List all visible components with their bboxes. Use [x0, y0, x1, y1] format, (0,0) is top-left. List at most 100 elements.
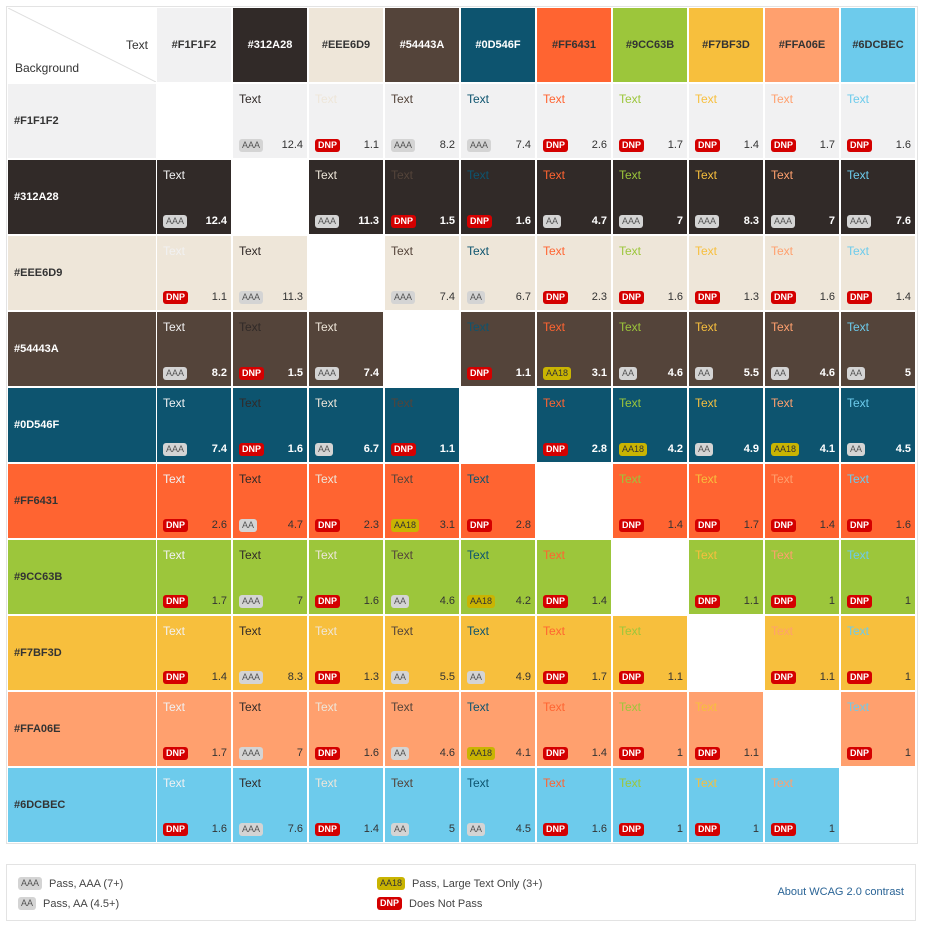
column-header: #FF6431 [537, 8, 611, 82]
wcag-badge: DNP [847, 139, 873, 152]
contrast-ratio: 1.1 [363, 139, 379, 151]
sample-text: Text [847, 396, 870, 410]
contrast-ratio: 1.7 [743, 519, 759, 531]
wcag-badge: DNP [543, 747, 569, 760]
contrast-cell: Text AA 4.9 [461, 616, 535, 690]
contrast-ratio: 4.2 [515, 595, 531, 607]
contrast-cell: Text DNP 1.1 [689, 540, 763, 614]
wcag-badge: AA [391, 595, 410, 608]
empty-diagonal-cell [689, 616, 763, 690]
contrast-ratio: 1.4 [819, 519, 835, 531]
wcag-badge: DNP [771, 671, 797, 684]
contrast-cell: Text DNP 2.3 [309, 464, 383, 538]
sample-text: Text [391, 700, 414, 714]
sample-text: Text [695, 548, 718, 562]
sample-text: Text [467, 244, 490, 258]
contrast-cell: Text DNP 1.6 [309, 540, 383, 614]
wcag-badge: DNP [619, 823, 645, 836]
contrast-cell: Text AAA 8.2 [385, 84, 459, 158]
contrast-cell: Text DNP 1 [841, 616, 915, 690]
sample-text: Text [163, 700, 186, 714]
contrast-ratio: 8.3 [743, 215, 759, 227]
contrast-cell: Text DNP 1.1 [461, 312, 535, 386]
contrast-cell: Text AA 4.6 [613, 312, 687, 386]
sample-text: Text [315, 624, 338, 638]
empty-diagonal-cell [613, 540, 687, 614]
sample-text: Text [467, 168, 490, 182]
contrast-cell: Text DNP 1.4 [157, 616, 231, 690]
sample-text: Text [695, 396, 718, 410]
contrast-cell: Text DNP 1.4 [309, 768, 383, 842]
wcag-badge: DNP [847, 747, 873, 760]
wcag-badge: AA [695, 443, 714, 456]
wcag-badge: DNP [163, 291, 189, 304]
contrast-ratio: 4.5 [515, 823, 531, 835]
wcag-badge: DNP [619, 747, 645, 760]
sample-text: Text [847, 624, 870, 638]
sample-text: Text [239, 624, 262, 638]
sample-text: Text [695, 472, 718, 486]
contrast-ratio: 5.5 [439, 671, 455, 683]
contrast-cell: Text DNP 1.1 [613, 616, 687, 690]
wcag-badge: DNP [771, 291, 797, 304]
contrast-ratio: 11.3 [358, 215, 379, 227]
row-header: #FFA06E [8, 692, 156, 766]
wcag-badge: AA [467, 823, 486, 836]
wcag-badge: AA [391, 747, 410, 760]
sample-text: Text [391, 168, 414, 182]
sample-text: Text [771, 472, 794, 486]
sample-text: Text [467, 320, 490, 334]
sample-text: Text [695, 168, 718, 182]
contrast-cell: Text DNP 2.6 [537, 84, 611, 158]
contrast-cell: Text DNP 1.4 [841, 236, 915, 310]
wcag-badge: DNP [163, 595, 189, 608]
wcag-badge: DNP [771, 519, 797, 532]
contrast-cell: Text AA 4.6 [385, 540, 459, 614]
row-header: #F1F1F2 [8, 84, 156, 158]
wcag-badge: DNP [695, 519, 721, 532]
sample-text: Text [771, 396, 794, 410]
contrast-ratio: 12.4 [205, 215, 227, 227]
wcag-badge: AAA [239, 747, 264, 760]
contrast-ratio: 7.6 [287, 823, 303, 835]
sample-text: Text [239, 92, 262, 106]
contrast-ratio: 5 [904, 367, 911, 379]
contrast-ratio: 6.7 [515, 291, 531, 303]
wcag-badge: AA18 [771, 443, 800, 456]
contrast-ratio: 1.7 [667, 139, 683, 151]
contrast-ratio: 1.6 [287, 443, 303, 455]
contrast-ratio: 8.2 [211, 367, 227, 379]
column-header: #EEE6D9 [309, 8, 383, 82]
sample-text: Text [771, 92, 794, 106]
wcag-badge: AAA [315, 367, 340, 380]
contrast-ratio: 1.6 [363, 747, 379, 759]
wcag-badge: DNP [543, 671, 569, 684]
about-wcag-link[interactable]: About WCAG 2.0 contrast [777, 886, 904, 898]
sample-text: Text [543, 244, 566, 258]
wcag-badge: DNP [315, 519, 341, 532]
contrast-cell: Text AA 5.5 [385, 616, 459, 690]
contrast-ratio: 7.4 [363, 367, 379, 379]
contrast-ratio: 1.1 [743, 747, 759, 759]
wcag-badge: DNP [391, 215, 417, 228]
sample-text: Text [239, 396, 262, 410]
contrast-ratio: 1.7 [211, 595, 227, 607]
empty-diagonal-cell [537, 464, 611, 538]
sample-text: Text [163, 320, 186, 334]
wcag-badge: DNP [543, 443, 569, 456]
legend-item-aa18: AA18 Pass, Large Text Only (3+) [377, 877, 542, 890]
row-header: #54443A [8, 312, 156, 386]
wcag-badge: AA [467, 291, 486, 304]
contrast-ratio: 1.4 [895, 291, 911, 303]
wcag-badge: DNP [239, 367, 265, 380]
contrast-cell: Text DNP 1 [765, 540, 839, 614]
sample-text: Text [391, 776, 414, 790]
contrast-ratio: 6.7 [363, 443, 379, 455]
contrast-ratio: 2.3 [591, 291, 607, 303]
contrast-ratio: 7 [296, 747, 303, 759]
empty-diagonal-cell [309, 236, 383, 310]
wcag-badge: AAA [239, 291, 264, 304]
sample-text: Text [847, 92, 870, 106]
contrast-ratio: 1.6 [819, 291, 835, 303]
contrast-ratio: 1.1 [819, 671, 835, 683]
